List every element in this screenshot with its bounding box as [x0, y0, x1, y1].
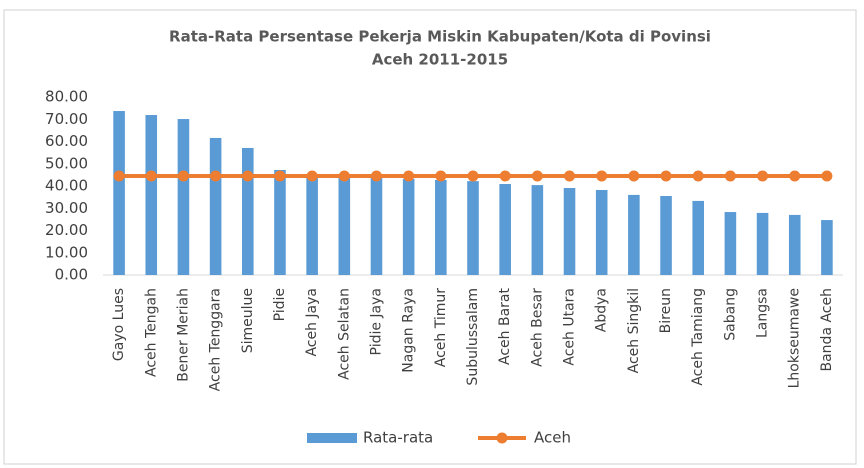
bar: [660, 196, 672, 275]
x-tick-label: Abdya: [594, 288, 610, 332]
line-marker: [403, 170, 415, 182]
line-marker: [724, 170, 736, 182]
line-marker: [145, 170, 157, 182]
bar: [628, 194, 640, 275]
x-tick-label: Banda Aceh: [819, 288, 835, 372]
y-tick-label: 70.00: [45, 110, 88, 128]
bar: [563, 188, 576, 275]
x-tick-label: Nagan Raya: [401, 288, 417, 373]
line-marker: [692, 170, 704, 182]
x-tick-label: Sabang: [722, 288, 738, 341]
y-tick-label: 30.00: [45, 199, 88, 217]
y-tick-label: 80.00: [45, 88, 88, 106]
x-tick-label: Gayo Lues: [111, 288, 127, 361]
legend-label: Rata-rata: [363, 429, 433, 447]
line-marker: [660, 170, 672, 182]
x-tick-label: Aceh Timur: [433, 288, 449, 367]
y-tick-label: 20.00: [45, 221, 88, 239]
x-tick-label: Aceh Jaya: [304, 288, 320, 357]
line-marker: [499, 170, 511, 182]
bar: [145, 115, 158, 276]
legend-label: Aceh: [534, 429, 571, 447]
bar: [177, 119, 190, 275]
x-tick-label: Aceh Tenggara: [208, 288, 224, 391]
bar: [788, 214, 801, 275]
line-marker: [628, 170, 640, 182]
line-marker: [177, 170, 189, 182]
line-marker: [113, 170, 125, 182]
legend-swatch: [496, 432, 508, 444]
x-tick-label: Pidie: [272, 288, 288, 321]
bar: [338, 176, 351, 275]
line-marker: [338, 170, 350, 182]
line-marker: [274, 170, 286, 182]
y-tick-label: 60.00: [45, 132, 88, 150]
line-marker: [757, 170, 769, 182]
x-tick-label: Aceh Tamiang: [690, 288, 706, 386]
x-tick-label: Pidie Jaya: [368, 288, 384, 355]
bar: [821, 220, 833, 275]
line-marker: [596, 170, 608, 182]
chart-title: Aceh 2011-2015: [372, 51, 508, 69]
x-tick-label: Aceh Besar: [529, 288, 545, 367]
bar: [756, 212, 769, 275]
bar: [724, 212, 737, 275]
line-marker: [306, 170, 318, 182]
x-tick-label: Aceh Singkil: [626, 288, 642, 373]
chart-title: Rata-Rata Persentase Pekerja Miskin Kabu…: [169, 28, 711, 46]
line-marker: [531, 170, 543, 182]
bar: [531, 185, 544, 275]
bar: [467, 181, 479, 275]
x-tick-label: Aceh Barat: [497, 288, 513, 365]
x-tick-label: Aceh Utara: [562, 288, 578, 366]
line-marker: [435, 170, 447, 182]
line-marker: [789, 170, 801, 182]
x-tick-label: Bener Meriah: [175, 288, 191, 382]
bar: [692, 200, 705, 275]
line-marker: [210, 170, 222, 182]
y-tick-label: 50.00: [45, 154, 88, 172]
bar: [499, 183, 511, 275]
x-tick-label: Subulussalam: [465, 288, 481, 386]
bar: [402, 178, 415, 275]
line-marker: [821, 170, 833, 182]
y-tick-label: 40.00: [45, 177, 88, 195]
line-marker: [564, 170, 576, 182]
legend-swatch: [307, 433, 357, 443]
x-tick-label: Bireun: [658, 288, 674, 333]
line-marker: [467, 170, 479, 182]
bar: [274, 169, 286, 275]
bar: [595, 190, 608, 275]
x-tick-label: Langsa: [755, 288, 771, 338]
line-marker: [242, 170, 254, 182]
x-tick-label: Simeulue: [240, 288, 256, 353]
x-tick-label: Lhokseumawe: [787, 288, 803, 388]
x-tick-label: Aceh Tengah: [143, 288, 159, 377]
bar: [209, 137, 222, 275]
bar: [306, 175, 318, 275]
bar: [241, 147, 254, 275]
y-tick-label: 0.00: [55, 266, 88, 284]
bar: [435, 179, 447, 275]
x-tick-label: Aceh Selatan: [336, 288, 352, 380]
y-tick-label: 10.00: [45, 243, 88, 261]
bar: [113, 111, 125, 275]
bar: [370, 177, 383, 275]
line-marker: [370, 170, 382, 182]
